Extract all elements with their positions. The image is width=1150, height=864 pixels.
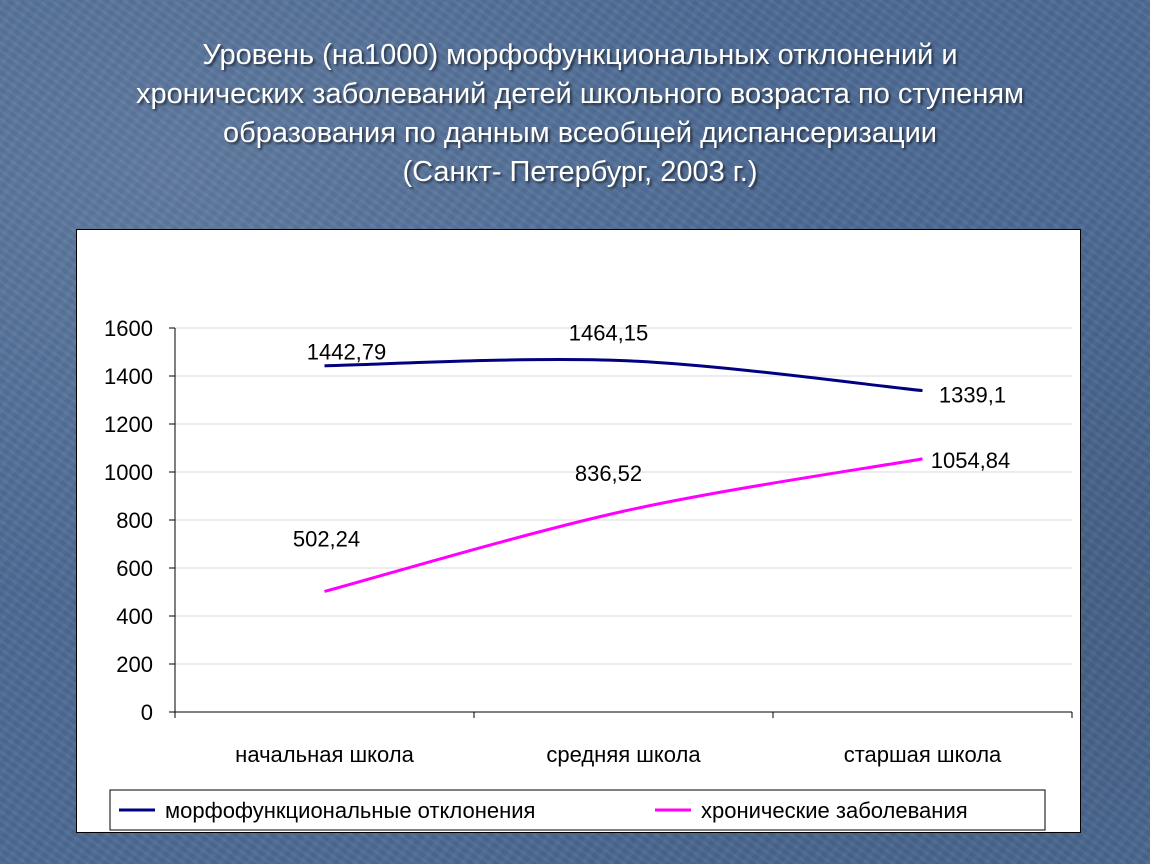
- y-tick-label: 1000: [104, 460, 153, 485]
- title-line-2: хронических заболеваний детей школьного …: [136, 78, 1024, 110]
- data-labels: 1442,79 1464,15 1339,1 502,24 836,52 1054,84: [293, 321, 1010, 552]
- y-tick-label: 400: [116, 604, 153, 629]
- legend-box: [109, 789, 1046, 831]
- y-tick-label: 200: [116, 652, 153, 677]
- data-label: 1442,79: [307, 340, 387, 365]
- data-label: 1054,84: [931, 448, 1011, 473]
- x-category-label: старшая школа: [844, 742, 1002, 767]
- chart-area: 0 200 400 600 800 1000 1200 1400 1600 начальная ш…: [76, 229, 1081, 833]
- title-line-3: образования по данным всеобщей диспансер…: [223, 117, 937, 149]
- legend-label: морфофункциональные отклонения: [165, 798, 535, 823]
- x-category-label: средняя школа: [546, 742, 701, 767]
- title-line-1: Уровень (на1000) морфофункциональных отк…: [202, 39, 958, 71]
- legend-label: хронические заболевания: [701, 798, 968, 823]
- y-tick-label: 600: [116, 556, 153, 581]
- y-tick-label: 0: [141, 700, 153, 725]
- series-line-2: [324, 457, 923, 593]
- data-label: 1464,15: [569, 321, 649, 346]
- y-tick-label: 800: [116, 508, 153, 533]
- slide-title: Уровень (на1000) морфофункциональных отк…: [40, 36, 1120, 192]
- line-chart: 0 200 400 600 800 1000 1200 1400 1600 начальная ш…: [104, 316, 1073, 831]
- legend: морфофункциональные отклонения хронически…: [109, 789, 1046, 831]
- y-tick-label: 1400: [104, 364, 153, 389]
- data-label: 836,52: [575, 461, 642, 486]
- title-line-4: (Санкт- Петербург, 2003 г.): [402, 156, 758, 188]
- x-category-label: начальная школа: [235, 742, 414, 767]
- axes: 0 200 400 600 800 1000 1200 1400 1600 начальная ш…: [104, 316, 1073, 767]
- y-tick-label: 1200: [104, 412, 153, 437]
- y-tick-label: 1600: [104, 316, 153, 341]
- series-lines: [324, 357, 923, 593]
- data-label: 502,24: [293, 526, 360, 551]
- data-label: 1339,1: [939, 383, 1006, 408]
- gridlines: [175, 327, 1072, 665]
- series-line-1: [324, 357, 923, 393]
